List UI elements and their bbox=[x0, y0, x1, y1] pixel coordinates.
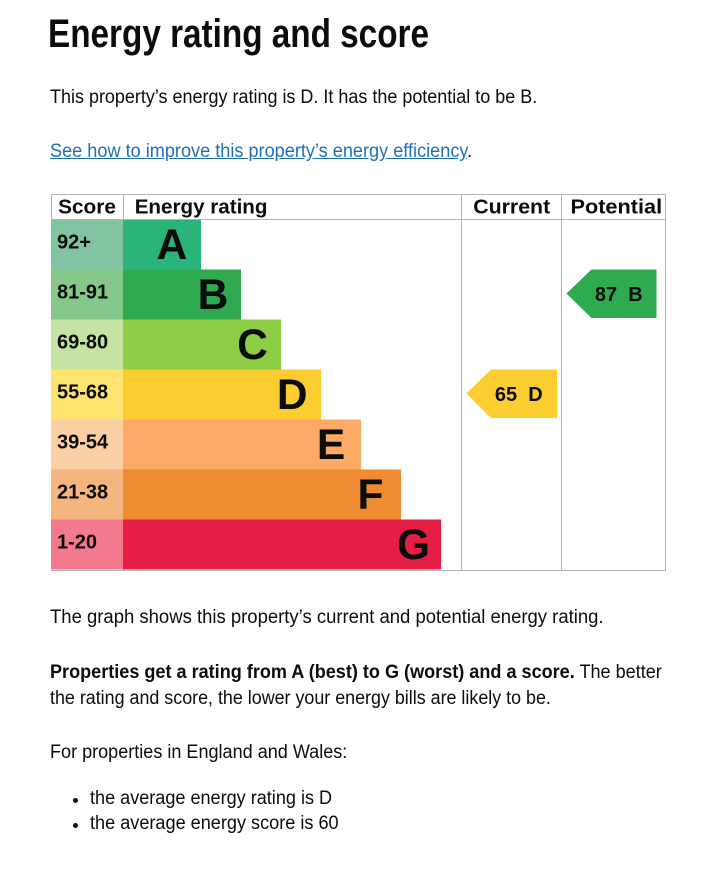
svg-text:1-20: 1-20 bbox=[57, 532, 97, 554]
svg-text:Energy rating: Energy rating bbox=[135, 197, 268, 219]
svg-text:39-54: 39-54 bbox=[57, 432, 109, 454]
svg-text:D: D bbox=[277, 372, 308, 419]
svg-text:87 B: 87 B bbox=[595, 284, 643, 306]
svg-text:81-91: 81-91 bbox=[57, 282, 108, 304]
svg-text:Potential: Potential bbox=[570, 196, 662, 218]
svg-text:B: B bbox=[198, 272, 229, 319]
svg-text:F: F bbox=[358, 472, 384, 519]
svg-text:55-68: 55-68 bbox=[57, 382, 108, 404]
svg-text:92+: 92+ bbox=[57, 232, 91, 254]
svg-text:G: G bbox=[397, 522, 430, 569]
svg-text:E: E bbox=[317, 422, 345, 469]
svg-text:A: A bbox=[157, 222, 188, 269]
svg-text:21-38: 21-38 bbox=[57, 482, 108, 504]
svg-text:Current: Current bbox=[473, 196, 550, 218]
svg-text:69-80: 69-80 bbox=[57, 332, 108, 354]
svg-text:65 D: 65 D bbox=[495, 384, 543, 406]
svg-text:Score: Score bbox=[58, 197, 116, 219]
svg-text:C: C bbox=[237, 322, 268, 369]
